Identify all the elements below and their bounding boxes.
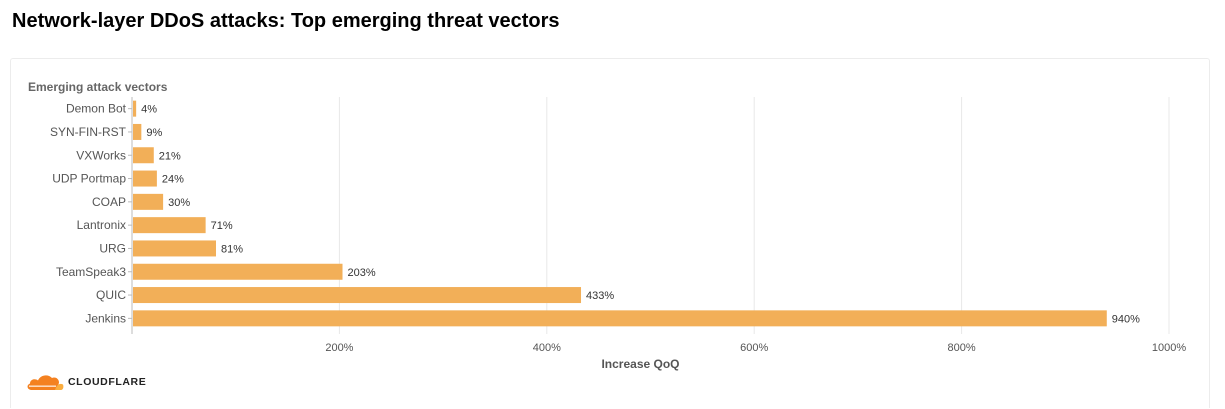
value-label: 9%: [146, 127, 162, 139]
category-label: QUIC: [96, 288, 126, 302]
value-label: 203%: [348, 267, 376, 279]
x-tick-label: 400%: [533, 342, 561, 354]
category-label: URG: [99, 241, 126, 255]
x-tick-label: 1000%: [1152, 342, 1186, 354]
cloudflare-cloud-icon: [27, 375, 64, 390]
chart-subtitle: Emerging attack vectors: [28, 80, 168, 94]
value-label: 30%: [168, 197, 190, 209]
bar: [133, 123, 142, 140]
category-label: VXWorks: [76, 148, 126, 162]
value-label: 940%: [1112, 313, 1140, 325]
value-label: 81%: [221, 243, 243, 255]
cloudflare-logo: CLOUDFLARE: [26, 373, 146, 391]
bar: [133, 193, 164, 210]
value-label: 71%: [211, 220, 233, 232]
category-label: SYN-FIN-RST: [50, 125, 127, 139]
category-label: UDP Portmap: [52, 172, 126, 186]
value-label: 433%: [586, 290, 614, 302]
x-tick-label: 600%: [740, 342, 768, 354]
category-label: Lantronix: [77, 218, 126, 232]
value-label: 24%: [162, 174, 184, 186]
chart-card: Emerging attack vectors Demon Bot 4% SYN-FI…: [10, 58, 1210, 408]
value-label: 4%: [141, 104, 157, 116]
bar: [133, 217, 206, 234]
bar: [133, 310, 1107, 327]
bar: [133, 147, 154, 164]
value-label: 21%: [159, 150, 181, 162]
bar: [133, 287, 582, 304]
bar-chart: Emerging attack vectors Demon Bot 4% SYN-FI…: [28, 80, 1186, 371]
x-tick-label: 200%: [325, 342, 353, 354]
bar: [133, 263, 343, 280]
category-label: COAP: [92, 195, 126, 209]
brand-name: CLOUDFLARE: [68, 376, 147, 388]
x-axis-title: Increase QoQ: [601, 357, 679, 371]
category-label: TeamSpeak3: [56, 265, 126, 279]
category-label: Demon Bot: [66, 102, 127, 116]
bar: [133, 240, 216, 257]
bar: [133, 100, 137, 117]
x-tick-label: 800%: [948, 342, 976, 354]
category-label: Jenkins: [85, 311, 126, 325]
page-title: Network-layer DDoS attacks: Top emerging…: [12, 10, 560, 32]
bar: [133, 170, 157, 187]
